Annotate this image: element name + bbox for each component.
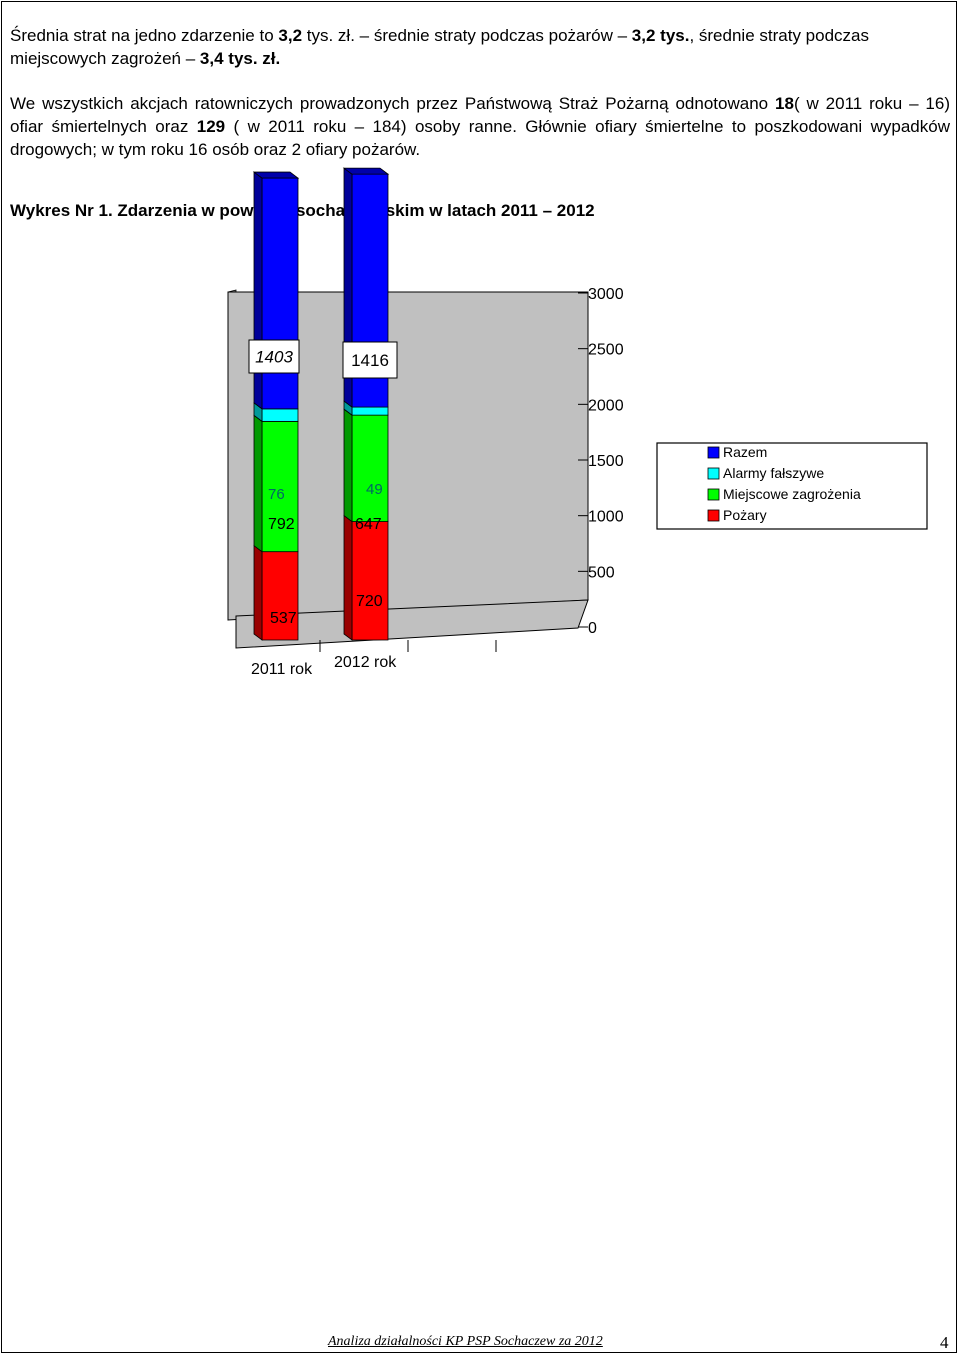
- bar-razem: [261, 177, 299, 410]
- p2-run: We wszystkich akcjach ratowniczych prowa…: [10, 94, 776, 113]
- legend-entry: Miejscowe zagrożenia: [723, 486, 861, 502]
- chart-title: Wykres Nr 1. Zdarzenia w powiecie sochac…: [10, 201, 595, 220]
- page-number: 4: [940, 1333, 949, 1352]
- total-label-box: [342, 341, 398, 379]
- y-tick-label: 2500: [588, 342, 624, 359]
- data-label: 720: [356, 593, 383, 610]
- legend-entry: Pożary: [723, 507, 767, 523]
- data-label: 76: [268, 486, 285, 503]
- legend-swatch: [707, 467, 720, 480]
- p1-run: , średnie straty podczas miejscowych zag…: [10, 26, 869, 68]
- p2-run: 129: [196, 117, 226, 136]
- legend-swatch: [707, 446, 720, 459]
- category-label: 2011 rok: [251, 661, 313, 678]
- p2-run: ( w 2011 roku – 184) osoby ranne. Główni…: [10, 117, 950, 159]
- data-label: 537: [270, 610, 297, 627]
- category-label: 2012 rok: [334, 654, 397, 671]
- bar-side: [253, 544, 263, 641]
- page-footer: Analiza działalności KP PSP Sochaczew za…: [0, 1330, 960, 1356]
- p1-run: tys. zł. – średnie straty podczas pożaró…: [302, 26, 632, 45]
- data-label: 49: [366, 481, 383, 498]
- bar-pożary: [351, 521, 389, 641]
- p1-run: 3,2 tys.: [631, 26, 690, 45]
- bar-pożary: [261, 551, 299, 641]
- bar-miejscowe-zagrożenia: [261, 420, 299, 553]
- y-tick-label: 0: [588, 620, 597, 637]
- paragraph-losses: Średnia strat na jedno zdarzenie to 3,2 …: [10, 24, 950, 70]
- bar-top: [342, 167, 390, 175]
- legend-swatch: [707, 488, 720, 501]
- p2-run: 18: [775, 94, 794, 113]
- p1-run: 3,4 tys. zł.: [199, 49, 281, 68]
- bar-side: [253, 414, 263, 553]
- p1-run: Średnia strat na jedno zdarzenie to: [10, 26, 279, 45]
- bar-alarmy-fałszywe: [261, 408, 299, 422]
- legend-entry: Alarmy fałszywe: [723, 465, 824, 481]
- y-tick-label: 500: [588, 564, 615, 581]
- paragraph-casualties: We wszystkich akcjach ratowniczych prowa…: [10, 92, 950, 161]
- p2-run: ( w 2011 roku – 16) ofiar śmiertelnych o…: [10, 94, 950, 136]
- bar-alarmy-fałszywe: [351, 406, 389, 416]
- bar-side: [343, 408, 353, 523]
- legend-swatch: [707, 509, 720, 522]
- data-label: 647: [355, 516, 382, 533]
- data-label: 792: [268, 516, 295, 533]
- y-tick-label: 2000: [588, 397, 624, 414]
- y-tick-label: 1500: [588, 453, 624, 470]
- bar-top: [252, 171, 300, 179]
- legend-entry: Razem: [723, 444, 767, 460]
- total-label-box: [248, 339, 300, 374]
- y-tick-label: 1000: [588, 509, 624, 526]
- y-tick-label: 3000: [588, 286, 624, 303]
- p1-run: 3,2: [278, 26, 303, 45]
- total-label: 1416: [351, 351, 389, 370]
- bar-side: [343, 514, 353, 641]
- footer-text: Analiza działalności KP PSP Sochaczew za…: [328, 1334, 603, 1349]
- total-label: 1403: [255, 348, 293, 367]
- legend-box: [656, 442, 928, 530]
- bar-miejscowe-zagrożenia: [351, 414, 389, 522]
- chart-floor: [235, 599, 589, 649]
- events-chart: 0 500 1000 1500 2000 2500 3000 537 720 792 647 76 4…: [227, 167, 928, 678]
